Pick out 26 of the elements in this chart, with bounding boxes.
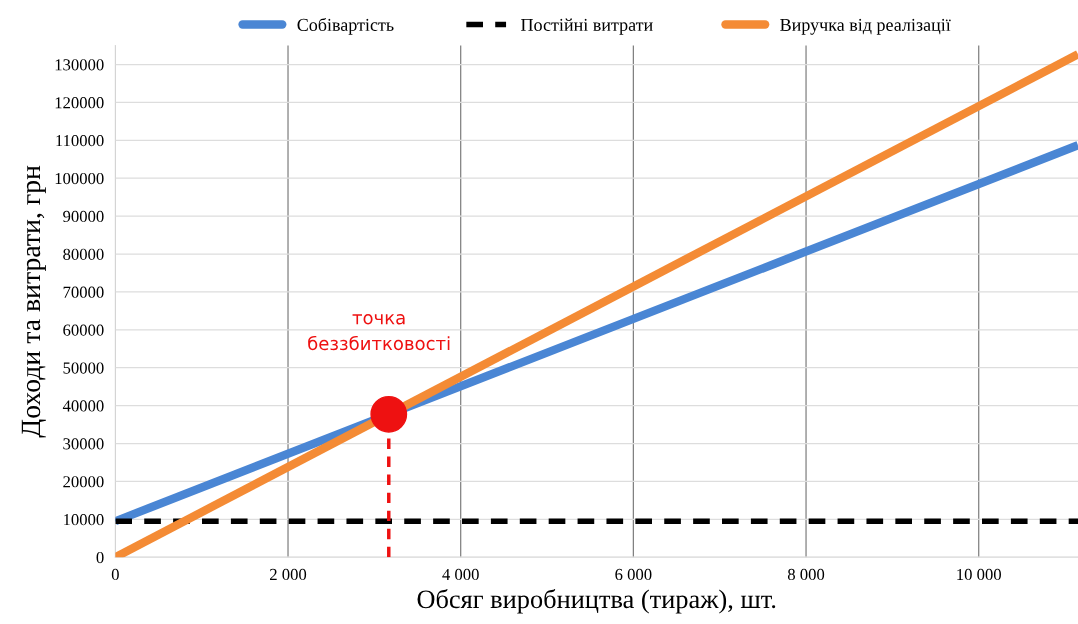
- x-tick-label: 6 000: [615, 568, 652, 581]
- y-tick-label: 70000: [63, 286, 104, 298]
- legend-label: Виручка від реалізації: [780, 18, 951, 35]
- x-tick-label: 8 000: [787, 568, 825, 581]
- x-tick-label: 2 000: [270, 568, 307, 581]
- legend-label: Собівартість: [297, 17, 394, 35]
- x-tick-label: 0: [111, 568, 119, 581]
- y-axis-title: Доходи та витрати, грн: [21, 165, 46, 438]
- x-tick-label: 4 000: [442, 568, 479, 581]
- y-tick-label: 30000: [63, 438, 104, 450]
- y-tick-label: 0: [96, 551, 104, 564]
- y-tick-label: 80000: [63, 248, 104, 260]
- x-tick-label: 10 000: [957, 568, 1001, 581]
- y-tick-label: 110000: [56, 135, 104, 147]
- legend-label: Постійні витрати: [521, 18, 653, 35]
- annotation: точка беззбитковості: [308, 314, 450, 351]
- y-tick-label: 120000: [55, 97, 104, 109]
- y-tick-label: 60000: [63, 324, 104, 336]
- x-axis-title: Обсяг виробництва (тираж), шт.: [417, 589, 776, 614]
- y-tick-label: 10000: [64, 514, 104, 526]
- y-tick-label: 90000: [63, 210, 104, 223]
- y-tick-label: 100000: [55, 172, 104, 185]
- y-tick-label: 50000: [63, 362, 104, 374]
- y-tick-label: 130000: [55, 59, 104, 71]
- y-tick-label: 40000: [62, 400, 104, 412]
- y-tick-label: 20000: [63, 476, 104, 488]
